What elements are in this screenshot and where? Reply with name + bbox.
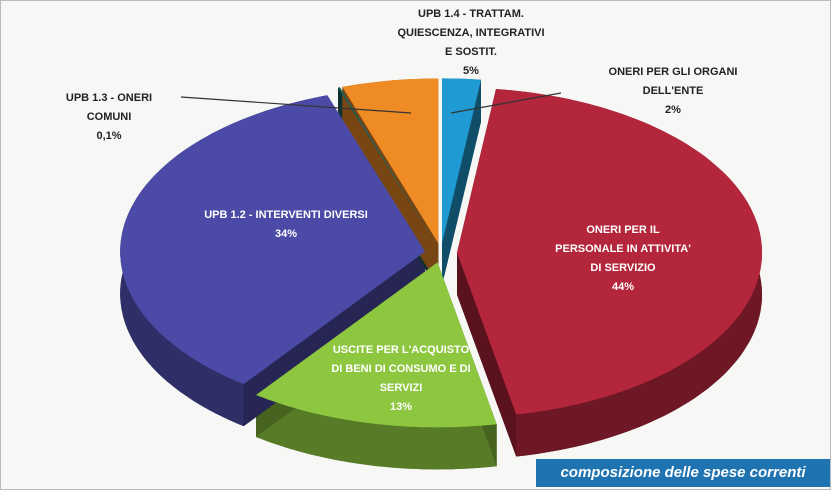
slice-side xyxy=(256,395,497,470)
slice xyxy=(342,78,439,244)
slice-label: UPB 1.2 - INTERVENTI DIVERSI 34% xyxy=(201,206,371,244)
value-label: 2% xyxy=(665,104,681,116)
slice xyxy=(442,78,481,244)
value-label: 5% xyxy=(463,65,479,77)
category-label: UPB 1.4 - TRATTAM. QUIESCENZA, INTEGRATI… xyxy=(397,8,545,58)
slice xyxy=(120,95,426,385)
category-label: ONERI PER GLI ORGANI DELL'ENTE xyxy=(608,66,738,97)
slice-side xyxy=(457,252,517,457)
slice-label: UPB 1.3 - ONERI COMUNI 0,1% xyxy=(44,89,174,146)
category-label: USCITE PER L'ACQUISTO DI BENI DI CONSUMO… xyxy=(331,344,471,394)
leader-line xyxy=(180,96,412,114)
slice-side xyxy=(442,79,481,286)
slice-label: ONERI PER IL PERSONALE IN ATTIVITA' DI S… xyxy=(553,221,693,297)
chart-title: composizione delle spese correnti xyxy=(536,459,830,487)
value-label: 13% xyxy=(389,401,413,413)
value-label: 34% xyxy=(274,228,298,240)
category-label: UPB 1.2 - INTERVENTI DIVERSI xyxy=(204,209,368,221)
slice-label: ONERI PER GLI ORGANI DELL'ENTE 2% xyxy=(586,63,761,120)
slice-label: UPB 1.4 - TRATTAM. QUIESCENZA, INTEGRATI… xyxy=(396,5,546,81)
value-label: 44% xyxy=(611,281,635,293)
category-label: UPB 1.3 - ONERI COMUNI xyxy=(65,92,153,123)
slice xyxy=(256,262,497,428)
leader-line xyxy=(450,92,562,114)
slice xyxy=(338,87,436,244)
slice-label: USCITE PER L'ACQUISTO DI BENI DI CONSUMO… xyxy=(326,341,476,417)
slice xyxy=(457,89,762,415)
value-label: 0,1% xyxy=(96,130,122,142)
category-label: ONERI PER IL PERSONALE IN ATTIVITA' DI S… xyxy=(555,224,691,274)
